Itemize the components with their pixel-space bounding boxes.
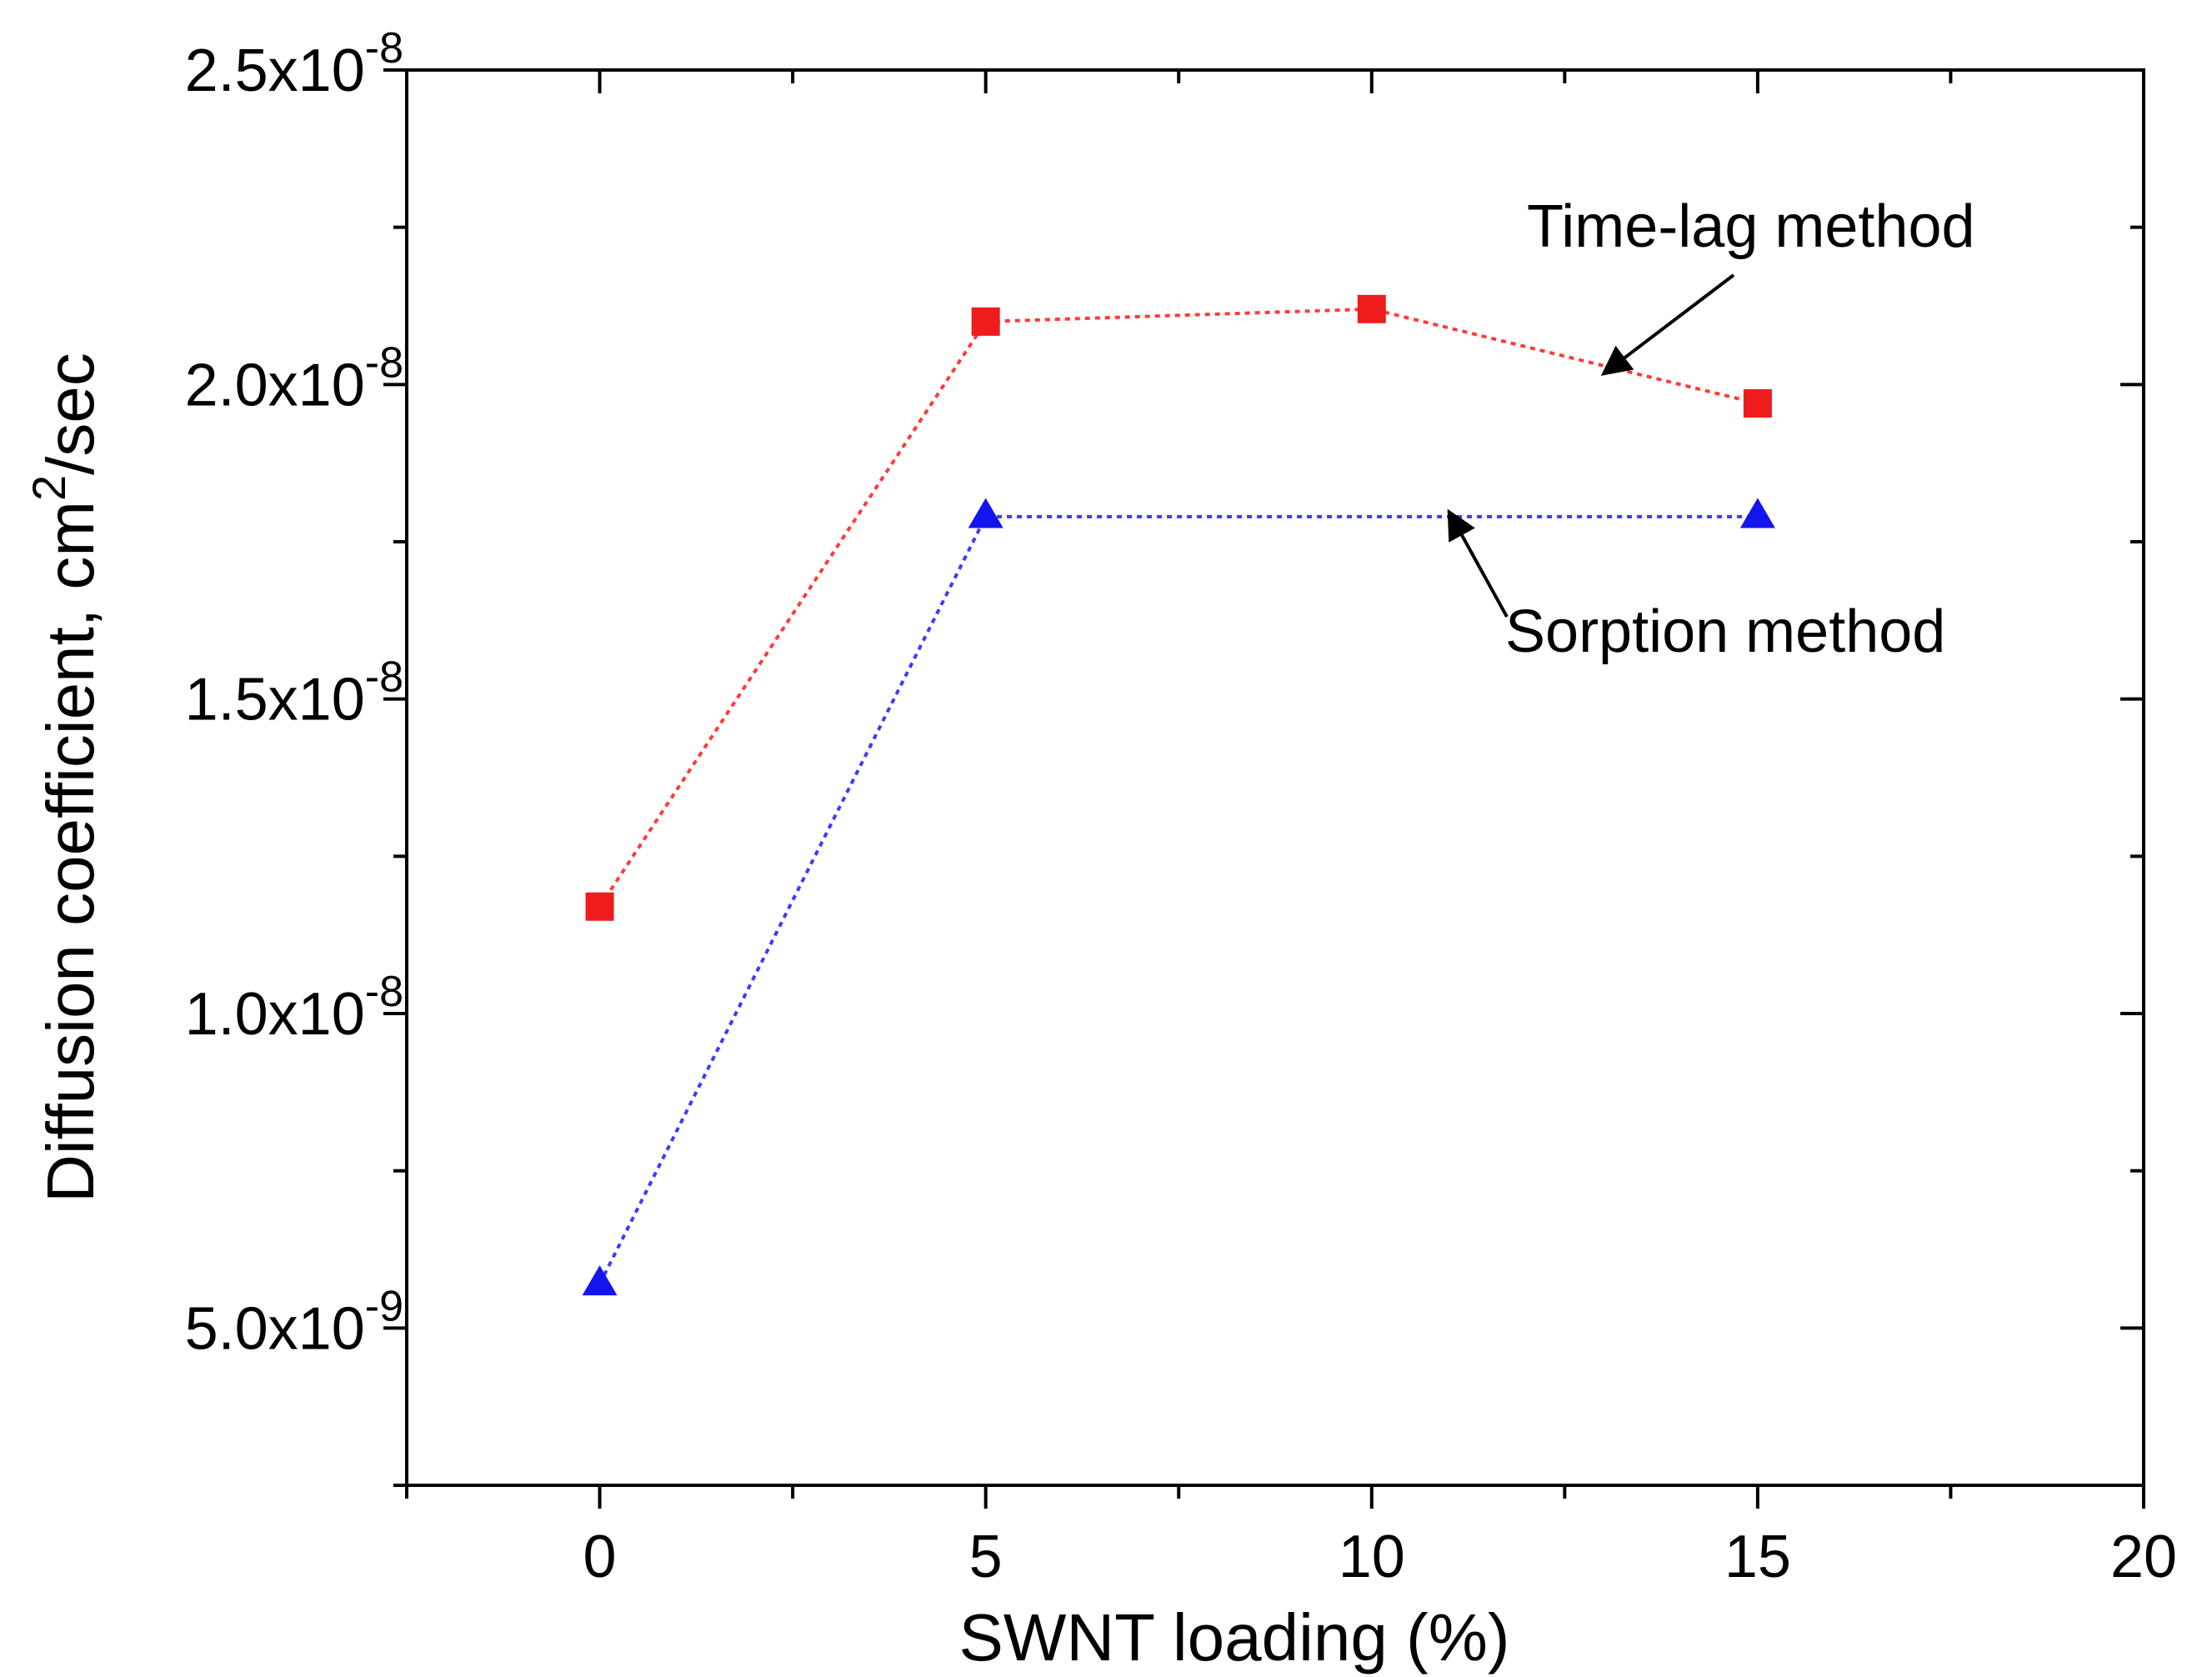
- x-tick-label: 0: [583, 1524, 617, 1590]
- x-tick-label: 10: [1339, 1524, 1405, 1590]
- x-axis-title: SWNT loading (%): [959, 1600, 1510, 1674]
- sorption-method-label: Sorption method: [1505, 598, 1945, 665]
- x-tick-label: 20: [2110, 1524, 2177, 1590]
- time-lag-method-label: Time-lag method: [1527, 193, 1975, 260]
- y-tick-label: 2.5x10-8: [185, 24, 403, 104]
- y-tick-label: 1.0x10-8: [185, 968, 403, 1048]
- sorption-method-line: [598, 514, 1758, 1285]
- plot-frame: [405, 68, 2145, 1487]
- time-lag-method-point: [585, 892, 614, 921]
- sorption-method-point: [582, 1265, 618, 1296]
- time-lag-method-point: [971, 307, 1000, 336]
- annotations: Time-lag method Sorption method: [1447, 193, 1975, 665]
- y-tick-label: 1.5x10-8: [185, 653, 403, 733]
- tick-marks: [383, 68, 2145, 1509]
- tick-labels: 0 5 10 15 20 5.0x10-9 1.0x10-8 1.5x10-8 2.0x10-8…: [185, 24, 2177, 1590]
- annotation-arrow: [1447, 508, 1509, 618]
- time-lag-method-point: [1743, 388, 1772, 418]
- x-tick-label: 5: [969, 1524, 1003, 1590]
- data-series: [582, 294, 1775, 1296]
- x-tick-label: 15: [1724, 1524, 1791, 1590]
- sorption-method-point: [968, 498, 1003, 528]
- y-tick-label: 2.0x10-8: [185, 338, 403, 418]
- y-tick-label: 5.0x10-9: [185, 1282, 403, 1362]
- y-axis-title: Diffusion coefficient, cm2/sec: [23, 353, 108, 1203]
- time-lag-method-point: [1357, 294, 1386, 323]
- sorption-method-point: [1739, 498, 1775, 528]
- annotation-arrow: [1600, 273, 1735, 376]
- time-lag-method-line: [598, 307, 1759, 908]
